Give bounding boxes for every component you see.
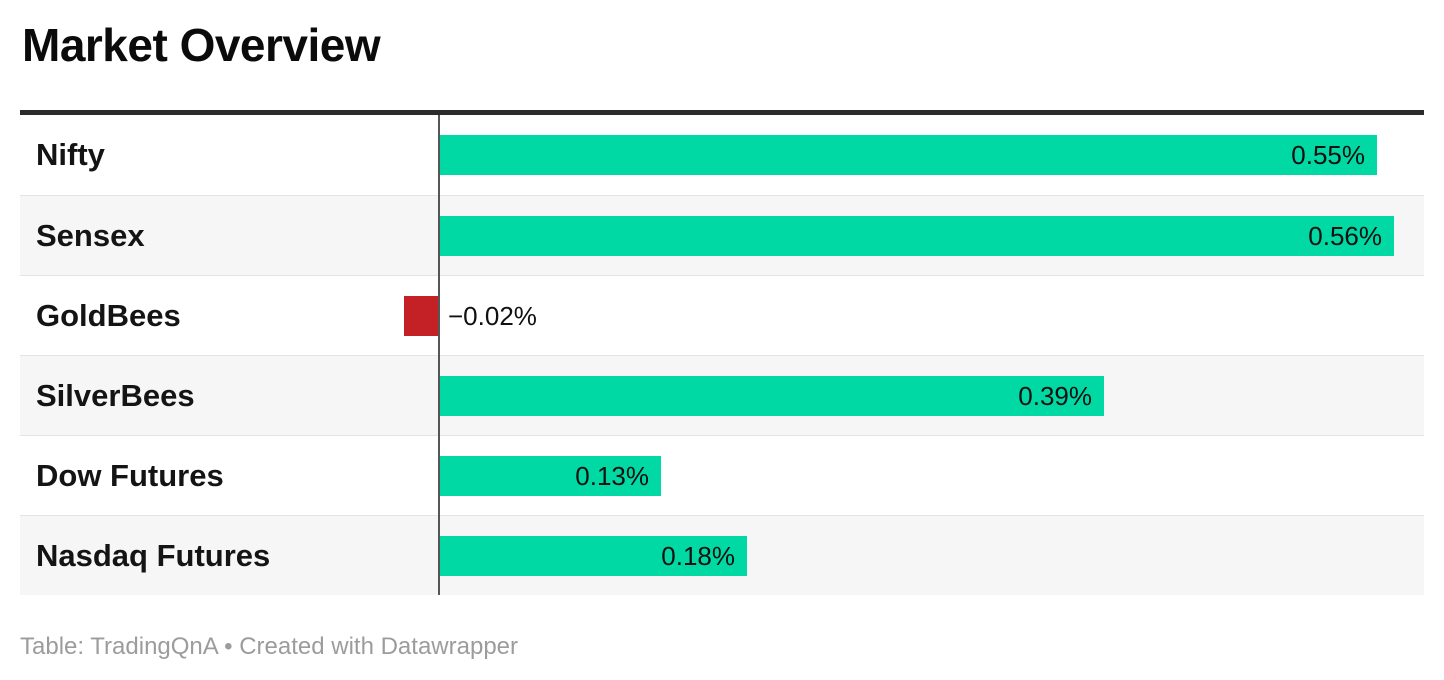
category-label: Sensex — [36, 218, 145, 253]
value-bar — [440, 135, 1377, 175]
value-label: 0.18% — [661, 541, 735, 571]
table-row: Nasdaq Futures 0.18% — [20, 515, 1424, 595]
chart-title: Market Overview — [22, 19, 381, 71]
category-label: Nifty — [36, 137, 105, 172]
category-label: Nasdaq Futures — [36, 538, 271, 573]
bar-chart-rows: Nifty 0.55% Sensex 0.56% GoldBees −0.02% Silve… — [20, 115, 1424, 595]
value-bar — [440, 216, 1394, 256]
value-label: 0.56% — [1308, 221, 1382, 251]
category-label: Dow Futures — [36, 458, 224, 493]
zero-axis-line — [438, 115, 440, 595]
value-label: 0.13% — [575, 461, 649, 491]
table-row: SilverBees 0.39% — [20, 355, 1424, 435]
table-row: Sensex 0.56% — [20, 195, 1424, 275]
value-bar — [440, 376, 1104, 416]
value-label: −0.02% — [448, 301, 537, 331]
value-label: 0.55% — [1291, 140, 1365, 170]
value-bar — [404, 296, 438, 336]
category-label: SilverBees — [36, 378, 195, 413]
table-row: Nifty 0.55% — [20, 115, 1424, 195]
value-label: 0.39% — [1018, 381, 1092, 411]
table-row: Dow Futures 0.13% — [20, 435, 1424, 515]
value-bar — [440, 456, 661, 496]
table-row: GoldBees −0.02% — [20, 275, 1424, 355]
header-rule — [20, 110, 1424, 115]
category-label: GoldBees — [36, 298, 181, 333]
chart-footer: Table: TradingQnA • Created with Datawra… — [20, 633, 518, 660]
value-bar — [440, 536, 747, 576]
